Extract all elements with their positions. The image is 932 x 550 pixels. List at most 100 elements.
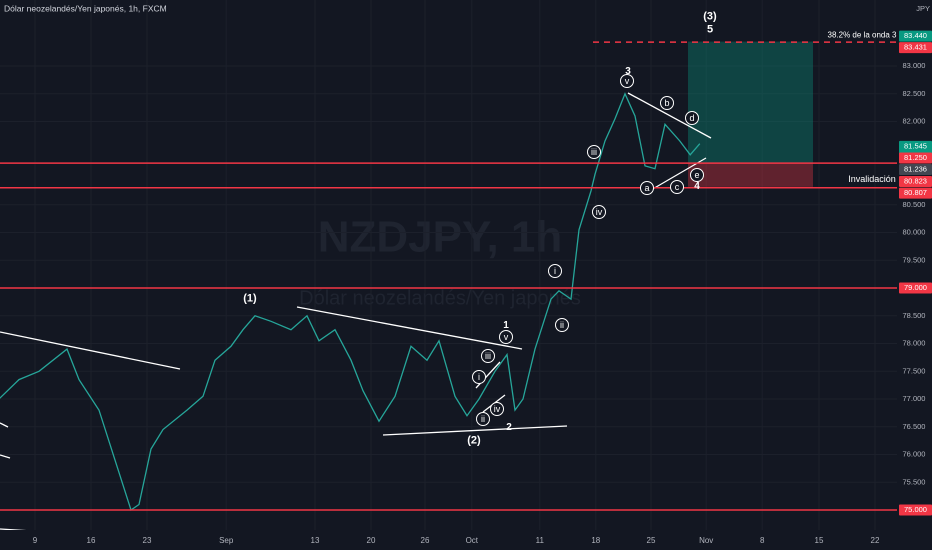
wave-circle: [555, 318, 569, 332]
price-tag: [899, 42, 932, 54]
price-tag-label: 81.236: [904, 164, 927, 173]
levels: [0, 41, 897, 511]
wave-circle: [592, 205, 606, 219]
price-tag: [899, 152, 932, 164]
wave-label: (2): [467, 434, 481, 446]
wave-label: i: [478, 372, 480, 382]
time-axis: [0, 530, 932, 550]
wave-circle: [481, 349, 495, 363]
wave-circle: [670, 180, 684, 194]
wave-label: v: [625, 76, 630, 86]
x-tick-label: 20: [367, 536, 376, 545]
x-tick-label: 26: [421, 536, 430, 545]
price-tag: [899, 504, 932, 516]
x-tick-label: 9: [33, 536, 38, 545]
wave-circle: [490, 402, 504, 416]
wave-label: ii: [481, 414, 485, 424]
wave-circle: [548, 264, 562, 278]
series: [0, 92, 701, 512]
wave-label: 38.2% de la onda 3: [828, 31, 897, 40]
x-tick-label: 11: [536, 536, 545, 545]
x-tick-label: Oct: [466, 536, 479, 545]
price-tag-label: 81.250: [904, 153, 927, 162]
position-boxes: [688, 41, 813, 187]
price-tag: [899, 30, 932, 42]
y-tick-label: 78.000: [903, 339, 926, 348]
trend-line: [0, 331, 181, 370]
price-tag-label: 80.823: [904, 176, 927, 185]
x-tick-label: 15: [815, 536, 824, 545]
x-tick-label: 8: [760, 536, 765, 545]
wave-label: 1: [503, 320, 509, 331]
trend-line: [0, 422, 9, 428]
price-axis: [897, 0, 932, 550]
wave-circle: [690, 168, 704, 182]
wave-label: 2: [506, 422, 512, 433]
currency: JPY: [916, 4, 930, 13]
y-tick-label: 75.500: [903, 477, 926, 486]
trend-lines: [0, 92, 712, 534]
price-tag-label: 83.440: [904, 31, 927, 40]
wave-circle: [476, 412, 490, 426]
y-tick-label: 82.500: [903, 89, 926, 98]
y-tick-label: 83.000: [903, 61, 926, 70]
price-line: [0, 92, 701, 512]
wave-circle: [640, 181, 654, 195]
y-tick-label: 77.500: [903, 366, 926, 375]
y-tick-label: 80.000: [903, 228, 926, 237]
wave-label: iii: [591, 147, 597, 157]
wave-label: Invalidación: [848, 174, 896, 184]
wave-label: b: [664, 98, 669, 108]
wave-label: 3: [625, 66, 631, 77]
wave-label: 5: [707, 23, 713, 35]
wave-label: ii: [560, 320, 564, 330]
price-tag-label: 80.807: [904, 188, 927, 197]
trend-line: [627, 92, 712, 139]
target-box: [688, 41, 813, 164]
y-tick-label: 79.500: [903, 255, 926, 264]
watermark: NZDJPY, 1h: [318, 213, 563, 262]
annotations: (3)5 38.2% de la onda 3Invalidación3vbdii…: [243, 10, 897, 446]
trend-line: [382, 425, 568, 436]
y-tick-label: 78.500: [903, 311, 926, 320]
price-tag-label: 83.431: [904, 43, 927, 52]
wave-label: d: [689, 113, 694, 123]
wave-label: (3): [703, 10, 717, 22]
trend-line: [296, 306, 523, 350]
wave-label: a: [644, 183, 649, 193]
y-tick-label: 82.000: [903, 117, 926, 126]
axes: 9 16 23 Sep 13 20 26 Oct 11 18 25 Nov 8 15 2275.50076.…: [33, 30, 932, 545]
wave-label: iv: [494, 404, 501, 414]
wave-label: (1): [243, 292, 257, 304]
wave-circle: [472, 370, 486, 384]
price-tag: [899, 187, 932, 199]
price-tag: [899, 282, 932, 294]
y-tick-label: 76.500: [903, 422, 926, 431]
y-tick-label: 77.000: [903, 394, 926, 403]
price-tag: [899, 176, 932, 188]
wave-circle: [685, 111, 699, 125]
wave-label: v: [504, 332, 509, 342]
stop-box: [688, 163, 813, 187]
x-tick-label: 13: [311, 536, 320, 545]
y-tick-label: 80.500: [903, 200, 926, 209]
wave-label: c: [675, 182, 680, 192]
chart-title: Dólar neozelandés/Yen japonés, 1h, FXCM: [4, 3, 167, 13]
watermark-subtitle: Dólar neozelandés/Yen japonés: [299, 287, 581, 309]
wave-circle: [587, 145, 601, 159]
price-tag-label: 79.000: [904, 283, 927, 292]
x-tick-label: 16: [87, 536, 96, 545]
wave-label: iii: [485, 351, 491, 361]
wave-label: 4: [694, 181, 700, 192]
x-tick-label: 18: [591, 536, 600, 545]
price-tag: [899, 164, 932, 176]
wave-circle: [499, 330, 513, 344]
wave-label: iv: [596, 207, 603, 217]
wave-circle: [620, 74, 634, 88]
y-tick-label: 76.000: [903, 450, 926, 459]
x-tick-label: Sep: [219, 536, 234, 545]
x-tick-label: 25: [647, 536, 656, 545]
x-tick-label: 22: [871, 536, 880, 545]
